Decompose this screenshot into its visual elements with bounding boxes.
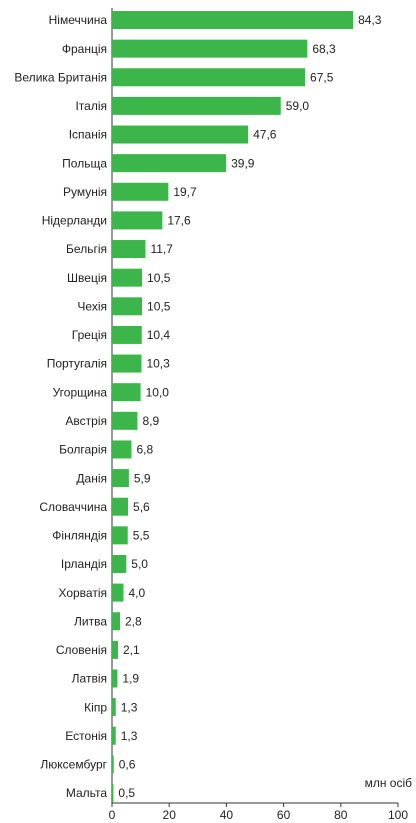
y-tick-label: Люксембург bbox=[40, 758, 107, 772]
bar bbox=[112, 96, 281, 115]
bar bbox=[112, 497, 129, 516]
value-label: 5,6 bbox=[133, 500, 150, 514]
y-tick-label: Велика Британія bbox=[14, 70, 107, 84]
y-tick-label: Латвія bbox=[72, 672, 107, 686]
value-label: 5,0 bbox=[131, 557, 148, 571]
bar bbox=[112, 583, 124, 602]
bar bbox=[112, 39, 308, 58]
bar bbox=[112, 154, 227, 173]
bar bbox=[112, 297, 143, 316]
y-tick-label: Ірландія bbox=[61, 557, 107, 571]
bar bbox=[112, 11, 354, 29]
bar bbox=[112, 240, 146, 259]
value-label: 19,7 bbox=[173, 185, 197, 199]
bar bbox=[112, 125, 249, 144]
value-label: 10,0 bbox=[146, 385, 170, 399]
bar bbox=[112, 698, 116, 717]
value-label: 10,5 bbox=[147, 299, 171, 313]
y-tick-label: Португалія bbox=[47, 357, 107, 371]
y-tick-label: Данія bbox=[76, 471, 107, 485]
bar bbox=[112, 554, 127, 573]
y-tick-label: Нідерланди bbox=[42, 214, 107, 228]
x-tick-label: 0 bbox=[109, 808, 116, 822]
value-label: 11,7 bbox=[150, 242, 173, 256]
y-tick-label: Польща bbox=[62, 156, 107, 170]
x-tick-label: 60 bbox=[277, 808, 291, 822]
value-label: 84,3 bbox=[358, 13, 382, 27]
bar bbox=[112, 68, 306, 87]
x-tick-label: 40 bbox=[220, 808, 234, 822]
y-tick-label: Німеччина bbox=[49, 13, 108, 27]
value-label: 1,3 bbox=[121, 700, 138, 714]
y-tick-label: Литва bbox=[74, 614, 107, 628]
value-label: 10,4 bbox=[147, 328, 171, 342]
bar bbox=[112, 669, 118, 688]
value-label: 17,6 bbox=[167, 214, 191, 228]
y-tick-label: Угорщина bbox=[53, 385, 108, 399]
y-tick-label: Словаччина bbox=[39, 500, 107, 514]
y-tick-label: Австрія bbox=[65, 414, 107, 428]
bar bbox=[112, 182, 169, 201]
y-tick-label: Франція bbox=[62, 42, 107, 56]
value-label: 0,5 bbox=[118, 786, 135, 800]
bar bbox=[112, 440, 132, 459]
bar bbox=[112, 784, 114, 803]
y-tick-label: Іспанія bbox=[69, 128, 107, 142]
y-tick-label: Мальта bbox=[66, 786, 107, 800]
bar bbox=[112, 411, 138, 430]
x-axis-label: млн осіб bbox=[365, 776, 413, 790]
y-tick-label: Болгарія bbox=[59, 443, 107, 457]
y-tick-label: Румунія bbox=[63, 185, 107, 199]
value-label: 0,6 bbox=[119, 758, 136, 772]
bar bbox=[112, 383, 141, 402]
bar bbox=[112, 612, 121, 631]
bar bbox=[112, 354, 142, 373]
bar bbox=[112, 325, 142, 344]
y-tick-label: Чехія bbox=[77, 299, 107, 313]
value-label: 1,3 bbox=[121, 729, 138, 743]
bar bbox=[112, 469, 129, 488]
value-label: 39,9 bbox=[231, 156, 255, 170]
value-label: 4,0 bbox=[128, 586, 145, 600]
x-tick-label: 80 bbox=[334, 808, 348, 822]
bar bbox=[112, 755, 114, 774]
y-tick-label: Естонія bbox=[65, 729, 107, 743]
value-label: 59,0 bbox=[286, 99, 310, 113]
value-label: 2,8 bbox=[125, 614, 142, 628]
bar bbox=[112, 726, 116, 745]
bar bbox=[112, 526, 128, 545]
y-tick-label: Кіпр bbox=[84, 700, 107, 714]
value-label: 10,3 bbox=[146, 357, 170, 371]
x-tick-label: 20 bbox=[163, 808, 177, 822]
y-tick-label: Італія bbox=[75, 99, 107, 113]
value-label: 1,9 bbox=[122, 672, 139, 686]
y-tick-label: Хорватія bbox=[58, 586, 107, 600]
y-tick-label: Словенія bbox=[56, 643, 107, 657]
y-tick-label: Греція bbox=[72, 328, 107, 342]
bar bbox=[112, 211, 163, 230]
y-tick-label: Фінляндія bbox=[52, 529, 107, 543]
value-label: 2,1 bbox=[123, 643, 140, 657]
value-label: 67,5 bbox=[310, 70, 334, 84]
value-label: 68,3 bbox=[312, 42, 336, 56]
y-tick-label: Швеція bbox=[67, 271, 107, 285]
bar bbox=[112, 640, 119, 659]
value-label: 5,5 bbox=[133, 529, 150, 543]
value-label: 47,6 bbox=[253, 128, 277, 142]
value-label: 8,9 bbox=[142, 414, 159, 428]
x-tick-label: 100 bbox=[388, 808, 408, 822]
value-label: 5,9 bbox=[134, 471, 151, 485]
y-tick-label: Бельгія bbox=[66, 242, 107, 256]
value-label: 6,8 bbox=[136, 443, 153, 457]
value-label: 10,5 bbox=[147, 271, 171, 285]
bar bbox=[112, 268, 143, 287]
